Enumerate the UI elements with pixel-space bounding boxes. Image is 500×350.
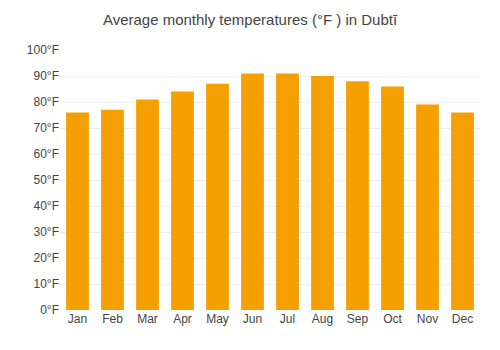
svg-text:30°F: 30°F [34,225,59,239]
svg-text:Jun: Jun [243,312,262,326]
svg-text:May: May [206,312,229,326]
svg-text:90°F: 90°F [34,69,59,83]
svg-text:10°F: 10°F [34,277,59,291]
svg-text:Aug: Aug [312,312,333,326]
svg-text:Average monthly temperatures (: Average monthly temperatures (°F ) in Du… [103,11,398,28]
svg-text:Jan: Jan [68,312,87,326]
svg-text:50°F: 50°F [34,173,59,187]
svg-text:Mar: Mar [137,312,158,326]
svg-text:Nov: Nov [417,312,438,326]
svg-text:100°F: 100°F [27,43,59,57]
svg-text:Sep: Sep [347,312,369,326]
svg-text:Oct: Oct [383,312,402,326]
svg-text:40°F: 40°F [34,199,59,213]
svg-text:0°F: 0°F [40,303,59,317]
svg-text:70°F: 70°F [34,121,59,135]
svg-text:Dec: Dec [452,312,473,326]
svg-text:Apr: Apr [173,312,192,326]
svg-text:80°F: 80°F [34,95,59,109]
svg-text:Jul: Jul [280,312,295,326]
svg-text:20°F: 20°F [34,251,59,265]
svg-text:Feb: Feb [102,312,123,326]
svg-text:60°F: 60°F [34,147,59,161]
